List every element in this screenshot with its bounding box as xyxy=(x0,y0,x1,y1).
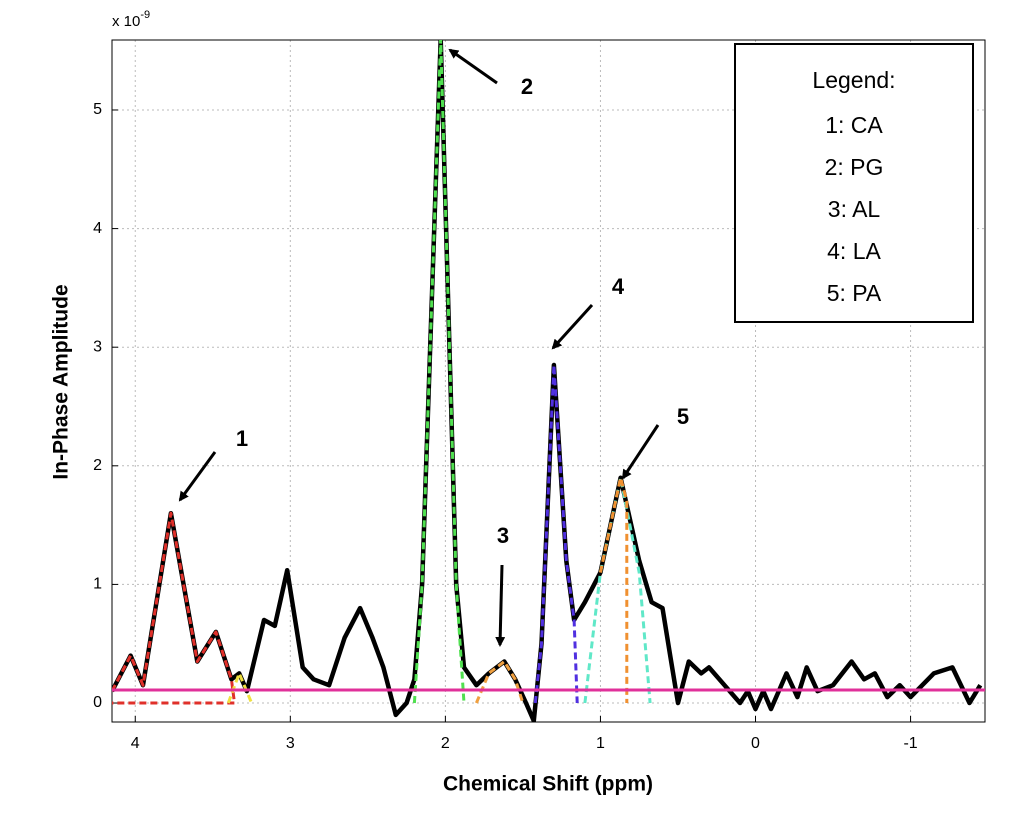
fit-line xyxy=(112,511,236,705)
plot-frame xyxy=(111,39,986,723)
legend-item: 2: PG xyxy=(825,154,884,180)
legend-title: Legend: xyxy=(812,67,895,93)
y-tick-label: 5 xyxy=(93,101,102,118)
spectrum-line xyxy=(112,40,983,722)
annotation-label: 5 xyxy=(677,404,689,429)
annotation-label: 3 xyxy=(497,523,509,548)
x-tick-label: 2 xyxy=(441,735,450,752)
multiplier-base: x 10 xyxy=(112,13,140,30)
x-tick-label: 0 xyxy=(751,735,760,752)
x-axis-label: Chemical Shift (ppm) xyxy=(443,773,653,796)
fit-line xyxy=(583,476,652,704)
y-tick-label: 3 xyxy=(93,338,102,355)
x-tick-label: -1 xyxy=(903,735,917,752)
annotation-arrow xyxy=(178,451,217,502)
annotation-arrow xyxy=(621,424,660,480)
y-tick-label: 0 xyxy=(93,694,102,711)
annotation-label: 1 xyxy=(236,426,248,451)
legend-item: 5: PA xyxy=(827,280,882,306)
legend-item: 3: AL xyxy=(828,196,881,222)
legend-box xyxy=(734,43,974,323)
x-tick-label: 3 xyxy=(286,735,295,752)
multiplier-exponent: -9 xyxy=(140,9,150,21)
y-tick-label: 2 xyxy=(93,457,102,474)
x-tick-label: 4 xyxy=(131,735,140,752)
fit-line xyxy=(533,363,579,704)
fit-line xyxy=(475,660,525,704)
x-tick-label: 1 xyxy=(596,735,605,752)
legend-item: 1: CA xyxy=(825,112,883,138)
y-multiplier: x 10-9 xyxy=(112,9,150,30)
y-axis-label: In-Phase Amplitude xyxy=(50,284,73,479)
annotation-arrow xyxy=(495,564,506,647)
legend-item: 4: LA xyxy=(827,238,881,264)
annotation-arrow xyxy=(448,48,498,85)
annotation-label: 4 xyxy=(612,274,625,299)
annotation-label: 2 xyxy=(521,74,533,99)
fit-line xyxy=(412,40,466,704)
annotation-arrow xyxy=(551,303,594,350)
fit-line xyxy=(598,476,629,703)
y-tick-label: 4 xyxy=(93,220,102,237)
y-tick-label: 1 xyxy=(93,576,102,593)
